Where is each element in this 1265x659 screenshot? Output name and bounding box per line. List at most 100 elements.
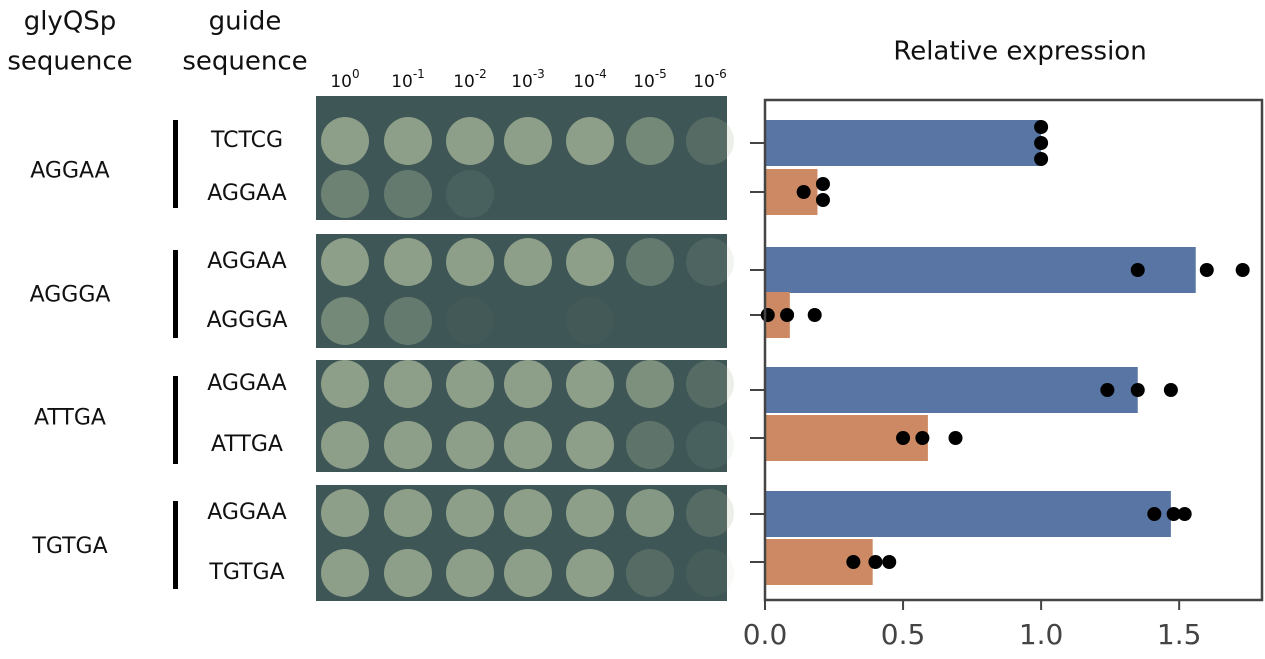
bar: [765, 120, 1041, 166]
bar: [765, 491, 1171, 537]
colony-spot: [446, 421, 494, 469]
colony-spot: [446, 297, 494, 345]
data-point: [1131, 263, 1145, 277]
colony-spot: [504, 238, 552, 286]
colony-spot: [686, 421, 734, 469]
column-header: glyQSp: [24, 7, 117, 37]
x-tick-label: 1.5: [1157, 618, 1202, 651]
colony-spot: [626, 421, 674, 469]
colony-spot: [686, 238, 734, 286]
data-point: [808, 308, 822, 322]
colony-spot: [321, 297, 369, 345]
colony-spot: [504, 117, 552, 165]
chart-title: Relative expression: [893, 37, 1146, 67]
guide-label: AGGAA: [207, 371, 286, 396]
figure: glyQSpsequenceguidesequence10010-110-210…: [0, 0, 1265, 659]
dilution-label: 10-4: [573, 67, 607, 93]
colony-spot: [504, 549, 552, 597]
column-header: sequence: [182, 47, 307, 77]
dilution-base: 10: [511, 72, 533, 92]
guide-label: AGGAA: [207, 249, 286, 274]
colony-spot: [384, 360, 432, 408]
data-point: [816, 177, 830, 191]
data-point: [1164, 383, 1178, 397]
promoter-label: AGGGA: [30, 283, 111, 308]
dilution-exponent: -5: [655, 67, 667, 81]
promoter-label: ATTGA: [34, 406, 106, 431]
data-point: [1034, 120, 1048, 134]
dilution-exponent: -3: [533, 67, 545, 81]
column-header: sequence: [7, 47, 132, 77]
colony-spot: [566, 489, 614, 537]
group-bar: [173, 250, 178, 338]
x-tick-label: 0.5: [881, 618, 926, 651]
dilution-base: 10: [633, 72, 655, 92]
guide-label: AGGGA: [207, 308, 288, 333]
dilution-label: 10-6: [693, 67, 727, 93]
colony-spot: [626, 549, 674, 597]
data-point: [1034, 152, 1048, 166]
colony-spot: [566, 421, 614, 469]
data-point: [868, 555, 882, 569]
data-point: [1236, 263, 1250, 277]
bar: [765, 367, 1138, 413]
colony-spot: [686, 117, 734, 165]
colony-spot: [321, 170, 369, 218]
colony-spot: [321, 360, 369, 408]
dilution-base: 10: [573, 72, 595, 92]
data-point: [1100, 383, 1114, 397]
colony-spot: [626, 238, 674, 286]
data-point: [780, 308, 794, 322]
colony-spot: [686, 489, 734, 537]
data-point: [1131, 383, 1145, 397]
data-point: [1147, 507, 1161, 521]
colony-spot: [446, 170, 494, 218]
dilution-exponent: -4: [595, 67, 607, 81]
guide-label: TGTGA: [208, 560, 284, 585]
colony-spot: [626, 360, 674, 408]
guide-label: ATTGA: [211, 432, 283, 457]
colony-spot: [626, 489, 674, 537]
colony-spot: [384, 421, 432, 469]
colony-spot: [321, 549, 369, 597]
data-point: [1200, 263, 1214, 277]
dilution-exponent: -6: [715, 67, 727, 81]
dilution-label: 10-3: [511, 67, 545, 93]
data-point: [797, 185, 811, 199]
colony-spot: [321, 489, 369, 537]
colony-spot: [566, 238, 614, 286]
group-bar: [173, 501, 178, 589]
dilution-label: 10-2: [453, 67, 487, 93]
data-point: [949, 431, 963, 445]
x-tick-label: 0.0: [743, 618, 788, 651]
colony-spot: [384, 238, 432, 286]
colony-spot: [446, 360, 494, 408]
colony-spot: [566, 360, 614, 408]
colony-spot: [566, 297, 614, 345]
dilution-label: 10-1: [391, 67, 425, 93]
dilution-exponent: -2: [475, 67, 487, 81]
colony-spot: [384, 170, 432, 218]
colony-spot: [566, 549, 614, 597]
colony-spot: [446, 117, 494, 165]
colony-spot: [384, 117, 432, 165]
colony-spot: [504, 360, 552, 408]
guide-label: AGGAA: [207, 500, 286, 525]
dilution-label: 10-5: [633, 67, 667, 93]
colony-spot: [504, 489, 552, 537]
dilution-label: 100: [330, 67, 359, 93]
colony-spot: [384, 489, 432, 537]
data-point: [915, 431, 929, 445]
colony-spot: [566, 117, 614, 165]
data-point: [761, 308, 775, 322]
promoter-label: TGTGA: [31, 534, 107, 559]
colony-spot: [446, 549, 494, 597]
group-bar: [173, 120, 178, 208]
data-point: [816, 193, 830, 207]
colony-spot: [504, 421, 552, 469]
data-point: [882, 555, 896, 569]
dilution-base: 10: [453, 72, 475, 92]
data-point: [896, 431, 910, 445]
guide-label: TCTCG: [210, 128, 283, 153]
data-point: [846, 555, 860, 569]
